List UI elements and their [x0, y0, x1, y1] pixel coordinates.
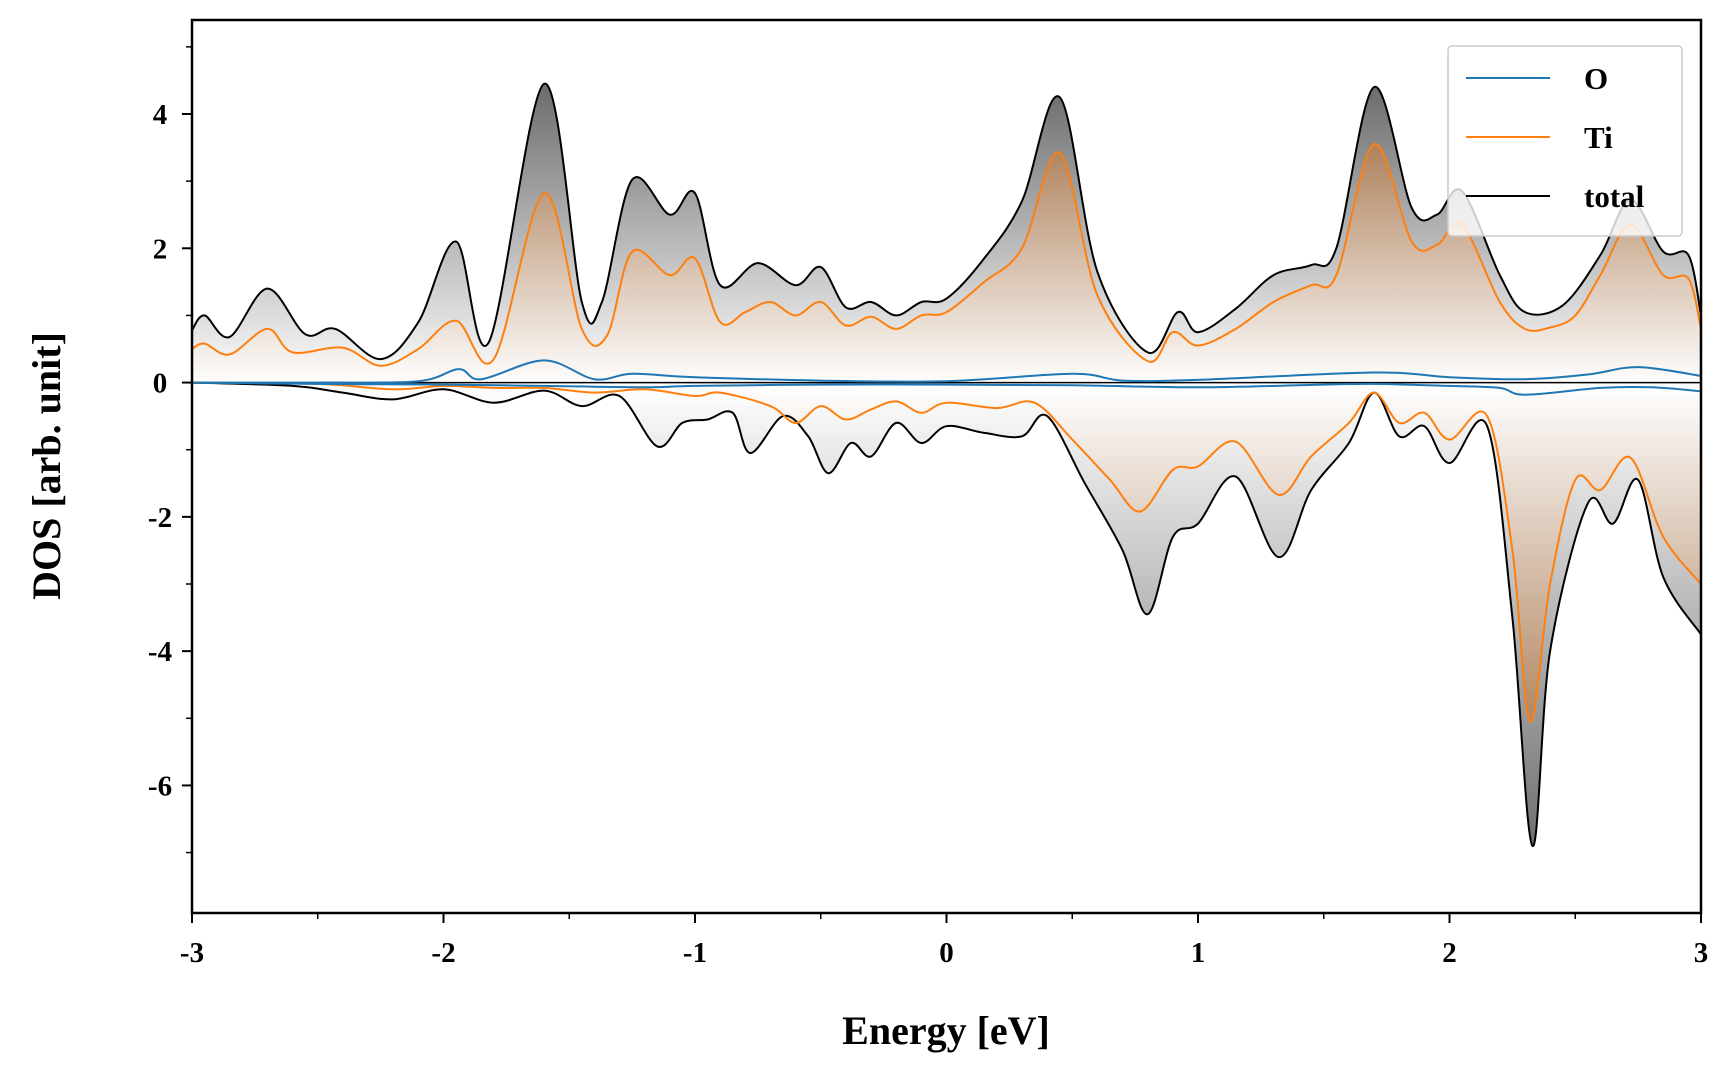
ti-spin-down-line [192, 381, 1701, 723]
x-axis-ticks: -3 -2 -1 0 1 2 3 [180, 913, 1708, 969]
total-spin-down-area [192, 382, 1701, 847]
o-spin-down-line [192, 381, 1701, 396]
y-tick-label: -4 [148, 636, 172, 668]
y-tick-label: 2 [153, 233, 168, 265]
x-tick-label: 2 [1442, 937, 1457, 969]
x-tick-label: 1 [1191, 937, 1206, 969]
x-tick-label: 3 [1694, 937, 1709, 969]
legend-box [1447, 45, 1683, 237]
y-tick-label: 4 [153, 99, 168, 131]
ti-spin-down-area [192, 382, 1701, 722]
y-tick-label: -6 [148, 770, 172, 802]
x-axis-title: Energy [eV] [842, 1008, 1050, 1053]
y-axis-ticks: -6 -4 -2 0 2 4 [148, 46, 192, 854]
fill-layer [192, 83, 1701, 847]
y-axis-title: DOS [arb. unit] [24, 332, 69, 600]
legend: O Ti total [1447, 45, 1683, 237]
ti-spin-up-line [192, 143, 1701, 367]
y-tick-label: -2 [148, 502, 172, 534]
total-spin-down-line [192, 381, 1701, 847]
x-tick-label: -2 [431, 937, 455, 969]
y-tick-label: 0 [153, 368, 168, 400]
line-layer [192, 82, 1701, 847]
x-tick-label: -3 [180, 937, 204, 969]
x-tick-label: 0 [939, 937, 954, 969]
legend-label-o: O [1584, 61, 1608, 96]
o-spin-up-line [192, 359, 1701, 384]
ti-spin-up-area [192, 143, 1701, 383]
legend-label-total: total [1584, 179, 1645, 214]
x-tick-label: -1 [683, 937, 707, 969]
legend-label-ti: Ti [1584, 120, 1613, 155]
